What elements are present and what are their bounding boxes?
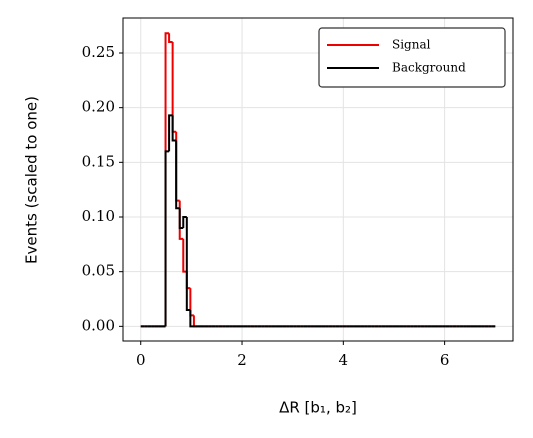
- y-tick-label: 0.10: [82, 207, 115, 225]
- hist-step: [182, 216, 187, 228]
- y-tick-label: 0.00: [82, 316, 115, 334]
- legend-label: Background: [392, 61, 466, 75]
- hist-step: [168, 33, 173, 44]
- y-tick-label: 0.25: [82, 43, 115, 61]
- hist-step: [185, 217, 191, 311]
- y-tick-label: 0.15: [82, 152, 115, 170]
- legend-label: Signal: [392, 38, 431, 52]
- hist-step: [164, 150, 170, 327]
- x-tick-label: 2: [237, 351, 247, 369]
- hist-step: [171, 115, 177, 142]
- y-tick-label: 0.05: [82, 262, 115, 280]
- plot-frame: [122, 17, 514, 342]
- x-tick-label: 0: [136, 351, 146, 369]
- hist-step: [168, 114, 173, 152]
- hist-step: [182, 238, 187, 273]
- hist-step: [189, 309, 194, 328]
- legend-box: [318, 27, 506, 88]
- hist-step: [178, 208, 184, 229]
- x-tick-label: 6: [440, 351, 450, 369]
- x-axis-label: ΔR [b₁, b₂]: [279, 399, 357, 417]
- y-tick-label: 0.20: [82, 98, 115, 116]
- hist-step: [192, 315, 198, 328]
- hist-step: [175, 140, 180, 210]
- x-tick-label: 4: [339, 351, 349, 369]
- y-axis-label: Events (scaled to one): [23, 96, 41, 264]
